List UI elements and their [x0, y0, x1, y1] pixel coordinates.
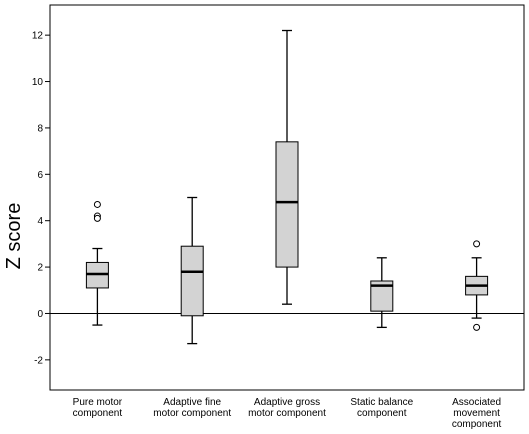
outlier-point	[93, 200, 101, 208]
x-category-label: Static balance component	[350, 397, 413, 419]
iqr-box	[370, 280, 394, 312]
plot-frame	[49, 4, 525, 391]
x-category-label: Adaptive fine motor component	[153, 397, 231, 419]
y-axis-title: Z score	[3, 203, 25, 270]
outlier-point	[93, 214, 101, 222]
y-tick-label: 6	[37, 170, 43, 181]
outlier-point	[473, 323, 481, 331]
iqr-box	[180, 245, 204, 317]
y-tick-label: 8	[37, 123, 43, 134]
x-category-label: Pure motor component	[73, 397, 123, 419]
y-tick-label: 12	[32, 31, 44, 42]
outlier-point	[473, 240, 481, 248]
x-category-label: Associated movement component	[452, 397, 502, 430]
y-tick-label: 4	[37, 216, 43, 227]
plot-area: -2 0 2 4 6 8 10 12 Pure motor component Adaptive f…	[32, 4, 525, 430]
y-tick-label: 0	[37, 309, 43, 320]
x-category-label: Adaptive gross motor component	[248, 397, 326, 419]
y-tick-label: 2	[37, 263, 43, 274]
y-tick-label: 10	[32, 77, 44, 88]
y-tick-label: -2	[34, 355, 43, 366]
iqr-box	[275, 141, 299, 268]
